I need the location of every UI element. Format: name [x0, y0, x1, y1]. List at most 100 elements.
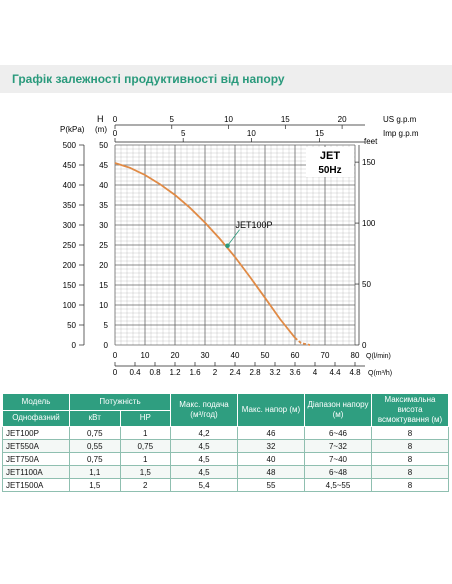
x-m3h-tick-label: 2.4 — [229, 368, 241, 377]
y-axis-kpa-label: P(kPa) — [60, 125, 85, 134]
y-m-tick-label: 30 — [99, 221, 108, 230]
x-impgpm-label: Imp g.p.m — [383, 129, 419, 138]
callout-leader — [227, 229, 240, 247]
header-flow: Макс. подача (м³/год) — [170, 393, 238, 427]
x-m3h-tick-label: 4.8 — [349, 368, 361, 377]
x-m3h-tick-label: 0 — [113, 368, 118, 377]
callout-label: JET100P — [236, 220, 273, 230]
x-lmin-tick-label: 40 — [231, 351, 240, 360]
y-kpa-tick-label: 300 — [63, 221, 77, 230]
y-m-tick-label: 0 — [104, 341, 109, 350]
cell-head: 40 — [237, 452, 305, 466]
y-kpa-tick-label: 350 — [63, 201, 77, 210]
x-impgpm-tick-label: 15 — [315, 129, 324, 138]
table-row: JET750A 0,75 1 4,5 40 7~40 8 — [2, 452, 449, 466]
cell-flow: 4,5 — [170, 465, 238, 479]
cell-model: JET550A — [2, 439, 70, 453]
performance-chart: P(kPa)H(m)500450400350300250200150100500… — [60, 114, 419, 377]
cell-head: 32 — [237, 439, 305, 453]
cell-suction: 8 — [371, 452, 449, 466]
cell-flow: 4,5 — [170, 439, 238, 453]
cell-flow: 4,5 — [170, 452, 238, 466]
y-m-tick-label: 25 — [99, 241, 108, 250]
x-m3h-tick-label: 4 — [313, 368, 318, 377]
cell-range: 7~40 — [304, 452, 372, 466]
x-m3h-tick-label: 1.6 — [189, 368, 201, 377]
x-usgpm-tick-label: 5 — [170, 115, 175, 124]
x-usgpm-tick-label: 20 — [338, 115, 347, 124]
x-m3h-tick-label: 1.2 — [169, 368, 181, 377]
header-suction: Максимальна висота всмоктування (м) — [371, 393, 449, 427]
x-lmin-tick-label: 80 — [351, 351, 360, 360]
header-kw: кВт — [69, 409, 121, 427]
cell-model: JET100P — [2, 426, 70, 440]
y-m-tick-label: 5 — [104, 321, 109, 330]
x-m3h-tick-label: 2 — [213, 368, 218, 377]
y-feet-tick-label: 150 — [362, 158, 376, 167]
cell-kw: 1,1 — [69, 465, 121, 479]
table-row: JET550A 0,55 0,75 4,5 32 7~32 8 — [2, 439, 449, 453]
x-usgpm-tick-label: 15 — [281, 115, 290, 124]
y-kpa-tick-label: 500 — [63, 141, 77, 150]
cell-suction: 8 — [371, 478, 449, 492]
x-impgpm-tick-label: 5 — [181, 129, 186, 138]
series-line-jet100p — [114, 162, 296, 339]
x-lmin-tick-label: 70 — [321, 351, 330, 360]
cell-hp: 1 — [119, 452, 171, 466]
x-lmin-tick-label: 10 — [141, 351, 150, 360]
cell-model: JET1500A — [2, 478, 70, 492]
x-m3h-tick-label: 0.8 — [149, 368, 161, 377]
x-m3h-label: Q(m³/h) — [368, 370, 392, 377]
y-feet-tick-label: 50 — [362, 280, 371, 289]
y-kpa-tick-label: 250 — [63, 241, 77, 250]
cell-flow: 5,4 — [170, 478, 238, 492]
page-title: Графік залежності продуктивності від нап… — [12, 72, 285, 86]
cell-range: 6~46 — [304, 426, 372, 440]
badge-frequency: 50Hz — [318, 165, 341, 176]
cell-hp: 2 — [119, 478, 171, 492]
y-axis-feet-label: feet — [364, 137, 378, 146]
header-model: Модель — [2, 393, 70, 411]
x-m3h-tick-label: 3.6 — [289, 368, 301, 377]
cell-model: JET1100A — [2, 465, 70, 479]
table-row: JET100P 0,75 1 4,2 46 6~46 8 — [2, 426, 449, 440]
table-row: JET1100A 1,1 1,5 4,5 48 6~48 8 — [2, 465, 449, 479]
x-impgpm-tick-label: 10 — [247, 129, 256, 138]
y-kpa-tick-label: 150 — [63, 281, 77, 290]
y-m-tick-label: 15 — [99, 281, 108, 290]
cell-range: 7~32 — [304, 439, 372, 453]
y-feet-tick-label: 100 — [362, 219, 376, 228]
cell-range: 6~48 — [304, 465, 372, 479]
y-kpa-tick-label: 200 — [63, 261, 77, 270]
x-impgpm-tick-label: 0 — [113, 129, 118, 138]
x-lmin-tick-label: 50 — [261, 351, 270, 360]
cell-suction: 8 — [371, 439, 449, 453]
header-single-phase: Однофазний — [2, 409, 70, 427]
x-lmin-tick-label: 30 — [201, 351, 210, 360]
heading-bar: Графік залежності продуктивності від нап… — [0, 65, 452, 93]
y-kpa-tick-label: 0 — [72, 341, 77, 350]
x-lmin-tick-label: 60 — [291, 351, 300, 360]
x-m3h-tick-label: 3.2 — [269, 368, 281, 377]
cell-model: JET750A — [2, 452, 70, 466]
y-axis-m-unit: (m) — [95, 125, 107, 134]
cell-hp: 0,75 — [119, 439, 171, 453]
y-m-tick-label: 40 — [99, 181, 108, 190]
badge-box — [306, 147, 354, 177]
specs-table: Модель Потужність Макс. подача (м³/год) … — [2, 393, 449, 492]
cell-hp: 1 — [119, 426, 171, 440]
cell-suction: 8 — [371, 426, 449, 440]
x-lmin-tick-label: 20 — [171, 351, 180, 360]
x-usgpm-tick-label: 10 — [224, 115, 233, 124]
cell-head: 48 — [237, 465, 305, 479]
header-hp: HP — [119, 409, 171, 427]
cell-flow: 4,2 — [170, 426, 238, 440]
cell-kw: 0,55 — [69, 439, 121, 453]
cell-suction: 8 — [371, 465, 449, 479]
table-row: JET1500A 1,5 2 5,4 55 4,5~55 8 — [2, 478, 449, 492]
cell-kw: 1,5 — [69, 478, 121, 492]
cell-kw: 0,75 — [69, 452, 121, 466]
y-kpa-tick-label: 400 — [63, 181, 77, 190]
x-usgpm-label: US g.p.m — [383, 115, 417, 124]
x-m3h-tick-label: 4.4 — [329, 368, 341, 377]
